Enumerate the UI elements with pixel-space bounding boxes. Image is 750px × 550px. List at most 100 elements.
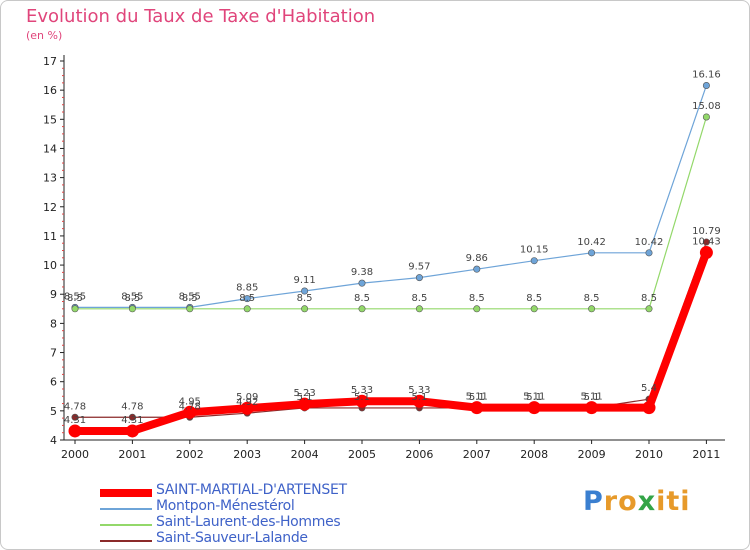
logo-letter: o [618,486,638,517]
data-label-saint-sauveur: 4.92 [236,397,258,408]
data-label-saint-martial: 10.43 [692,237,721,248]
data-point-saint-martial [240,401,254,415]
y-tick-label: 8 [50,317,57,330]
data-point-saint-laurent [415,305,423,313]
legend-item-saint-martial: SAINT-MARTIAL-D'ARTENSET [100,482,400,501]
data-label-saint-sauveur: 5.1 [411,392,427,403]
legend-item-saint-sauveur: Saint-Sauveur-Lalande [100,530,400,549]
y-tick-label: 12 [43,201,57,214]
data-label-saint-martial: 5.23 [293,388,315,399]
x-tick-label: 2006 [405,448,433,461]
data-point-saint-martial [585,401,599,415]
data-point-saint-sauveur [128,413,136,421]
y-tick-label: 5 [50,405,57,418]
data-point-saint-laurent [71,305,79,313]
data-label-saint-laurent: 8.5 [67,293,83,304]
data-label-saint-martial: 4.95 [179,396,201,407]
x-tick-label: 2005 [348,448,376,461]
y-tick-label: 16 [43,84,57,97]
logo-letter: i [680,486,691,517]
data-label-saint-martial: 5.33 [408,385,430,396]
data-point-saint-laurent [645,305,653,313]
data-label-saint-martial: 5.11 [580,392,602,403]
legend-swatch-saint-laurent [100,524,152,526]
series-line-montpon [74,84,708,308]
y-tick-label: 9 [50,288,57,301]
data-label-saint-laurent: 8.5 [124,293,140,304]
x-tick-label: 2010 [635,448,663,461]
data-label-saint-laurent: 8.5 [469,293,485,304]
data-point-montpon [358,279,366,287]
data-point-montpon [473,265,481,273]
data-label-saint-laurent: 8.5 [641,293,657,304]
data-label-saint-laurent: 15.08 [692,101,721,112]
data-label-montpon: 9.86 [466,253,488,264]
data-label-montpon: 10.15 [520,245,549,256]
data-point-saint-martial [298,397,312,411]
y-tick-label: 7 [50,347,57,360]
data-label-saint-sauveur: 5.1 [469,392,485,403]
data-label-saint-martial: 5.33 [351,385,373,396]
x-tick-label: 2011 [692,448,720,461]
data-point-montpon [530,257,538,265]
legend-item-saint-laurent: Saint-Laurent-des-Hommes [100,514,400,533]
legend-label-saint-martial: SAINT-MARTIAL-D'ARTENSET [156,482,347,498]
data-label-saint-laurent: 8.5 [182,293,198,304]
y-tick-label: 6 [50,376,57,389]
legend-label-saint-laurent: Saint-Laurent-des-Hommes [156,514,341,530]
logo-letter: i [656,486,667,517]
y-tick-label: 14 [43,142,57,155]
data-label-montpon: 9.38 [351,267,373,278]
data-label-saint-sauveur: 10.79 [692,226,721,237]
chart-subtitle: (en %) [26,29,63,42]
x-tick-label: 2003 [233,448,261,461]
legend-swatch-saint-martial [100,489,152,497]
data-point-saint-martial [527,401,541,415]
data-label-saint-martial: 5.11 [523,392,545,403]
series-line-saint-laurent [74,116,708,310]
data-label-montpon: 9.11 [293,275,315,286]
data-point-saint-martial [642,401,656,415]
data-label-montpon: 8.55 [179,291,201,302]
proxiti-logo: Proxiti [583,486,691,517]
data-label-saint-sauveur: 5.4 [641,383,657,394]
data-label-montpon: 8.55 [121,291,143,302]
data-point-saint-laurent [358,305,366,313]
data-point-saint-martial [183,405,197,419]
data-label-saint-laurent: 8.5 [526,293,542,304]
y-tick-label: 13 [43,172,57,185]
data-label-saint-martial: 5.09 [236,392,258,403]
data-point-montpon [415,274,423,282]
x-tick-label: 2008 [520,448,548,461]
data-point-saint-martial [699,246,713,260]
series-line-saint-sauveur [74,241,708,418]
y-tick-label: 4 [50,434,57,447]
data-label-montpon: 16.16 [692,69,721,80]
data-label-saint-sauveur: 4.78 [64,401,86,412]
data-point-montpon [645,249,653,257]
data-point-saint-laurent [588,305,596,313]
data-point-saint-martial [470,401,484,415]
y-tick-label: 17 [43,55,57,68]
data-label-saint-martial: 4.31 [64,415,86,426]
x-tick-label: 2009 [578,448,606,461]
x-tick-label: 2000 [61,448,89,461]
data-label-montpon: 8.85 [236,283,258,294]
x-tick-label: 2007 [463,448,491,461]
data-label-saint-sauveur: 5.1 [297,392,313,403]
data-point-montpon [301,287,309,295]
data-label-saint-laurent: 8.5 [354,293,370,304]
data-point-saint-martial [68,424,82,438]
data-label-saint-sauveur: 5.1 [354,392,370,403]
data-label-saint-laurent: 8.5 [297,293,313,304]
y-tick-label: 10 [43,259,57,272]
data-point-saint-laurent [186,305,194,313]
data-point-montpon [702,81,710,89]
legend-label-montpon: Montpon-Ménestérol [156,498,295,514]
data-label-saint-laurent: 8.5 [411,293,427,304]
data-point-montpon [588,249,596,257]
logo-letter: r [603,486,619,517]
logo-letter: x [637,486,657,517]
